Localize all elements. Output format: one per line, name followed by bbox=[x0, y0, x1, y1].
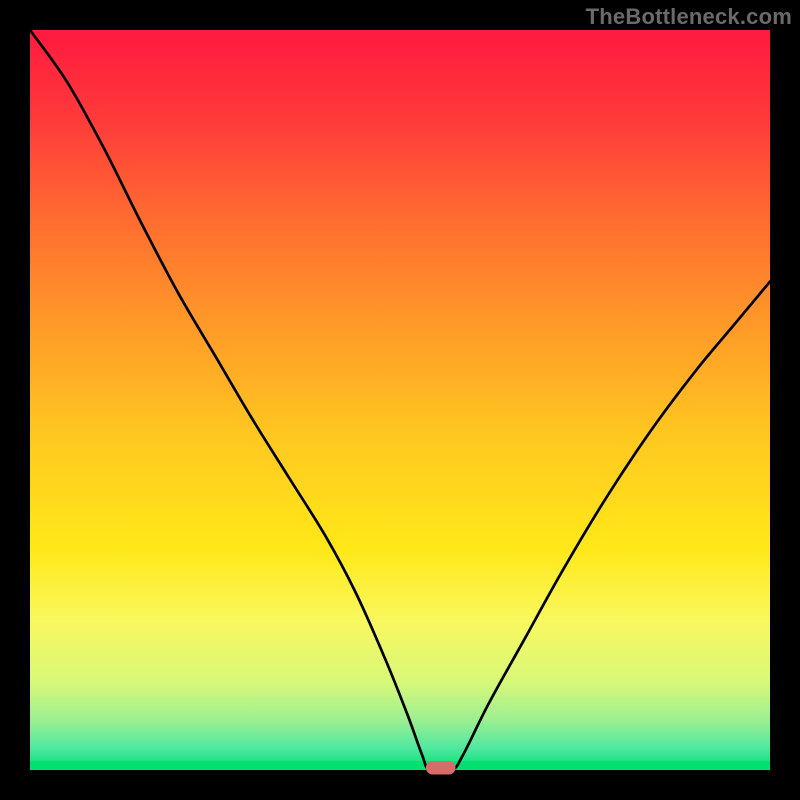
bottleneck-chart bbox=[0, 0, 800, 800]
current-config-marker bbox=[426, 761, 456, 774]
bottom-ideal-bar bbox=[30, 761, 770, 770]
watermark-text: TheBottleneck.com bbox=[586, 4, 792, 30]
plot-background bbox=[30, 30, 770, 770]
